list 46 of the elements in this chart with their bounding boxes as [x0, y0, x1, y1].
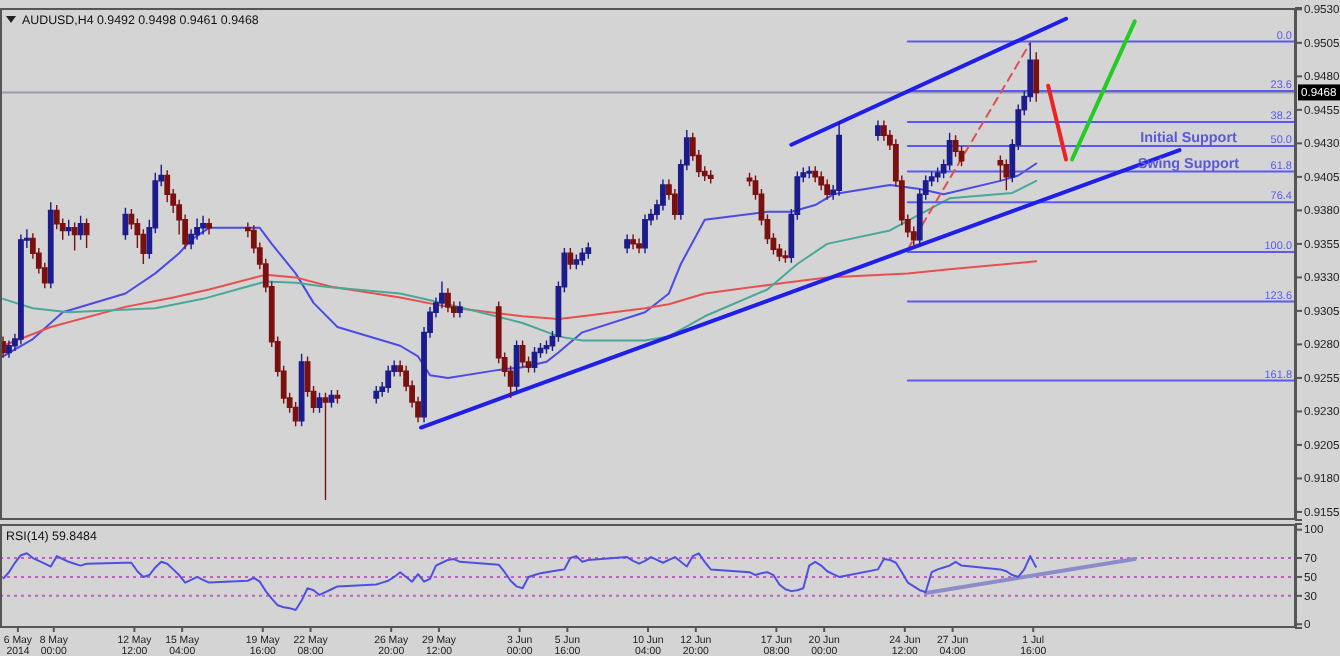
- candlestick: [579, 247, 586, 267]
- candlestick: [624, 233, 630, 254]
- candlestick: [6, 339, 12, 359]
- line-series: [1, 260, 1038, 347]
- candlestick: [806, 165, 813, 179]
- candlestick: [385, 365, 392, 394]
- candlestick: [200, 215, 206, 236]
- candlestick: [322, 391, 329, 501]
- candlestick: [824, 178, 831, 201]
- candlestick: [513, 339, 520, 393]
- candlestick: [881, 119, 887, 142]
- candlestick: [573, 253, 580, 271]
- candlestick: [642, 213, 648, 254]
- candlestick: [660, 178, 666, 212]
- candlestick: [18, 233, 24, 346]
- candlestick: [298, 353, 305, 427]
- candlestick: [812, 165, 819, 183]
- candlestick: [946, 131, 953, 171]
- candlestick: [782, 249, 789, 264]
- candlestick: [630, 233, 636, 250]
- candlestick: [707, 169, 714, 185]
- candlestick: [65, 219, 72, 237]
- candlestick: [585, 241, 592, 260]
- candlestick: [373, 385, 380, 405]
- candlestick: [77, 215, 84, 241]
- candlestick: [47, 201, 54, 289]
- candlestick: [1003, 158, 1010, 191]
- candlestick: [934, 166, 941, 183]
- candlestick: [206, 217, 212, 236]
- candlestick: [194, 217, 200, 241]
- candlestick: [292, 401, 299, 427]
- line-series: [1, 552, 1038, 612]
- candlestick: [445, 287, 451, 313]
- candlestick: [636, 237, 642, 254]
- line-series: [1, 179, 1038, 342]
- candlestick: [71, 221, 78, 252]
- candlestick: [997, 154, 1004, 182]
- line-series: [1, 162, 1038, 379]
- candlestick: [567, 247, 574, 271]
- candlestick: [1033, 51, 1040, 103]
- candlestick: [456, 300, 463, 319]
- candlestick: [875, 119, 881, 142]
- candlestick: [671, 188, 678, 221]
- candlestick: [334, 389, 341, 405]
- candlestick: [836, 121, 843, 197]
- candlestick: [543, 339, 550, 355]
